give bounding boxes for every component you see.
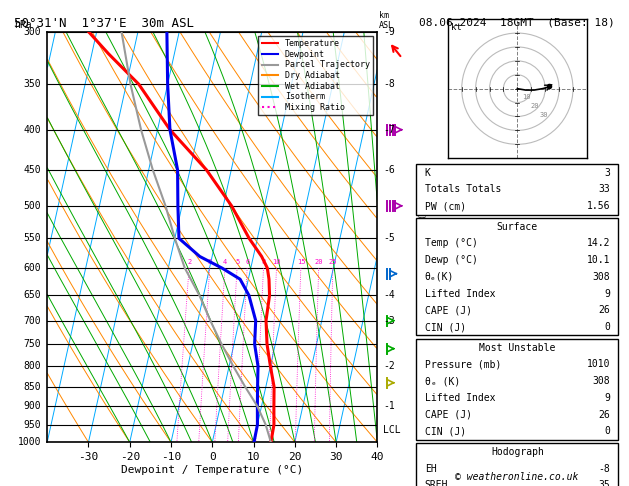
Text: 850: 850 <box>24 382 42 392</box>
Text: 650: 650 <box>24 290 42 300</box>
Text: 750: 750 <box>24 339 42 349</box>
Text: Most Unstable: Most Unstable <box>479 343 555 353</box>
Text: 450: 450 <box>24 165 42 175</box>
Text: 500: 500 <box>24 201 42 211</box>
Bar <box>416 443 618 486</box>
Text: 50°31'N  1°37'E  30m ASL: 50°31'N 1°37'E 30m ASL <box>14 17 194 31</box>
Text: CAPE (J): CAPE (J) <box>425 410 472 419</box>
Text: 4: 4 <box>223 259 227 265</box>
Text: Pressure (mb): Pressure (mb) <box>425 359 501 369</box>
Text: Lifted Index: Lifted Index <box>425 393 495 403</box>
Text: CAPE (J): CAPE (J) <box>425 305 472 315</box>
Text: SREH: SREH <box>425 480 448 486</box>
X-axis label: Dewpoint / Temperature (°C): Dewpoint / Temperature (°C) <box>121 465 303 475</box>
Text: © weatheronline.co.uk: © weatheronline.co.uk <box>455 472 579 482</box>
Text: 9: 9 <box>604 289 610 298</box>
Text: 25: 25 <box>329 259 337 265</box>
Text: 900: 900 <box>24 401 42 411</box>
Text: 350: 350 <box>24 79 42 89</box>
Text: Totals Totals: Totals Totals <box>425 185 501 194</box>
Text: 26: 26 <box>598 410 610 419</box>
Text: 550: 550 <box>24 233 42 243</box>
Text: Hodograph: Hodograph <box>491 447 544 457</box>
Text: CIN (J): CIN (J) <box>425 322 465 332</box>
Text: LCL: LCL <box>383 425 401 435</box>
Text: 950: 950 <box>24 420 42 430</box>
Text: -8: -8 <box>383 79 395 89</box>
Text: 308: 308 <box>593 376 610 386</box>
Text: θₑ(K): θₑ(K) <box>425 272 454 282</box>
Text: 08.06.2024  18GMT  (Base: 18): 08.06.2024 18GMT (Base: 18) <box>419 17 615 27</box>
Text: 3: 3 <box>604 168 610 178</box>
Text: 14.2: 14.2 <box>587 239 610 248</box>
Text: -3: -3 <box>383 315 395 326</box>
Text: -9: -9 <box>383 27 395 36</box>
Text: 26: 26 <box>598 305 610 315</box>
Text: 6: 6 <box>245 259 250 265</box>
Text: Lifted Index: Lifted Index <box>425 289 495 298</box>
Text: -1: -1 <box>383 401 395 411</box>
Text: Dewp (°C): Dewp (°C) <box>425 255 477 265</box>
Text: 700: 700 <box>24 315 42 326</box>
Text: 15: 15 <box>297 259 305 265</box>
Text: 1.56: 1.56 <box>587 201 610 211</box>
Text: 1010: 1010 <box>587 359 610 369</box>
Text: 10: 10 <box>272 259 281 265</box>
Text: -5: -5 <box>383 233 395 243</box>
Text: 600: 600 <box>24 263 42 273</box>
Text: 3: 3 <box>208 259 212 265</box>
Text: 800: 800 <box>24 361 42 371</box>
Text: Temp (°C): Temp (°C) <box>425 239 477 248</box>
Text: 9: 9 <box>604 393 610 403</box>
Text: CIN (J): CIN (J) <box>425 426 465 436</box>
Text: 10.1: 10.1 <box>587 255 610 265</box>
Text: θₑ (K): θₑ (K) <box>425 376 460 386</box>
Bar <box>416 339 618 440</box>
Bar <box>416 164 618 214</box>
Text: 8: 8 <box>262 259 266 265</box>
Bar <box>416 218 618 335</box>
Text: hPa: hPa <box>14 19 32 30</box>
Text: 300: 300 <box>24 27 42 36</box>
Text: 1000: 1000 <box>18 437 42 447</box>
Text: -2: -2 <box>383 361 395 371</box>
Text: Mixing Ratio (g/kg): Mixing Ratio (g/kg) <box>419 190 428 284</box>
Text: km
ASL: km ASL <box>379 11 394 30</box>
Legend: Temperature, Dewpoint, Parcel Trajectory, Dry Adiabat, Wet Adiabat, Isotherm, Mi: Temperature, Dewpoint, Parcel Trajectory… <box>259 36 373 115</box>
Text: 400: 400 <box>24 125 42 135</box>
Text: 33: 33 <box>598 185 610 194</box>
Text: 0: 0 <box>604 426 610 436</box>
Text: 2: 2 <box>187 259 191 265</box>
Text: 0: 0 <box>604 322 610 332</box>
Text: -7: -7 <box>383 125 395 135</box>
Text: PW (cm): PW (cm) <box>425 201 465 211</box>
Text: -8: -8 <box>598 464 610 473</box>
Text: 5: 5 <box>235 259 240 265</box>
Text: -4: -4 <box>383 290 395 300</box>
Text: -6: -6 <box>383 165 395 175</box>
Text: 20: 20 <box>314 259 323 265</box>
Text: 308: 308 <box>593 272 610 282</box>
Text: Surface: Surface <box>497 222 538 232</box>
Text: 35: 35 <box>598 480 610 486</box>
Text: K: K <box>425 168 430 178</box>
Text: EH: EH <box>425 464 437 473</box>
